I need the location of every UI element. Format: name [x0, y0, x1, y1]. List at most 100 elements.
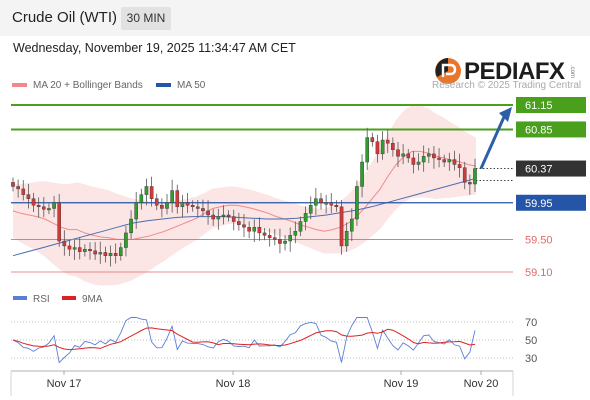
candle-body: [385, 139, 390, 144]
candle-body: [278, 239, 282, 244]
candle-body: [237, 221, 241, 225]
candle-body: [93, 250, 97, 255]
candle-body: [201, 208, 205, 212]
candle-body: [365, 137, 370, 163]
brand-name: PEDIAFX: [464, 58, 565, 85]
ma20-swatch: [12, 83, 27, 88]
candle-body: [411, 157, 416, 165]
candle-body: [468, 182, 472, 185]
candle-body: [72, 247, 77, 250]
candle-body: [31, 198, 36, 206]
candle-body: [344, 231, 349, 247]
candle-body: [462, 167, 467, 183]
candle-body: [21, 188, 26, 195]
candle-body: [308, 204, 313, 214]
candle-body: [160, 204, 164, 209]
legend-ma50-label: MA 50: [177, 80, 206, 91]
candle-body: [452, 159, 457, 165]
candle-body: [442, 159, 447, 163]
level-61-15-label: 61.15: [525, 100, 553, 112]
candle-body: [421, 156, 426, 163]
rsi-ma-line: [12, 327, 476, 351]
timeframe-badge[interactable]: 30 MIN: [121, 7, 171, 30]
candle-body: [26, 194, 31, 199]
ma50-swatch: [156, 83, 171, 88]
rsi-tick-70: 70: [525, 317, 537, 329]
candle-body: [437, 157, 441, 160]
candle-body: [165, 202, 169, 209]
candle-body: [139, 194, 144, 203]
candle-body: [329, 202, 334, 206]
level-60-85-tag: [516, 121, 586, 138]
candle-body: [262, 232, 267, 236]
projection-arrow: [479, 116, 506, 170]
candle-body: [375, 141, 380, 155]
rsi-tick-30: 30: [525, 353, 537, 365]
candle-body: [216, 216, 221, 220]
candle-body: [149, 186, 154, 199]
candle-body: [391, 143, 395, 151]
candle-body: [303, 213, 308, 222]
level-60-37-tag: [516, 160, 586, 177]
candle-body: [457, 164, 462, 168]
timestamp: Wednesday, November 19, 2025 11:34:47 AM…: [13, 41, 296, 55]
candle-body: [77, 247, 82, 252]
candle-body: [427, 153, 431, 157]
candle-body: [273, 237, 277, 240]
level-61-15-tag: [516, 97, 586, 113]
x-tick-label: Nov 18: [216, 378, 251, 390]
candle-body: [98, 252, 103, 255]
candle-body: [370, 137, 375, 142]
candle-body: [293, 231, 298, 236]
candle-body: [62, 240, 67, 247]
ma50-line: [12, 177, 477, 257]
candle-body: [432, 153, 436, 159]
legend-ma20-label: MA 20 + Bollinger Bands: [33, 80, 143, 91]
candle-body: [134, 202, 139, 220]
candle-body: [108, 253, 113, 256]
rsi-ma-swatch: [62, 296, 76, 300]
candle-body: [267, 235, 272, 238]
candle-body: [416, 161, 421, 165]
candle-body: [231, 216, 236, 222]
candle-body: [396, 149, 400, 157]
candle-body: [298, 221, 303, 232]
candle-body: [11, 182, 15, 187]
candle-body: [67, 245, 72, 250]
candle-body: [170, 190, 174, 203]
candle-body: [406, 153, 411, 159]
x-tick-label: Nov 20: [464, 378, 499, 390]
candle-body: [52, 202, 56, 209]
header-bar: Crude Oil (WTI) 30 MIN: [0, 0, 590, 36]
candle-body: [360, 161, 364, 187]
candle-body: [242, 224, 246, 228]
candle-body: [118, 247, 123, 256]
candle-body: [57, 202, 61, 242]
rsi-line: [12, 317, 476, 364]
level-59-95-tag: [516, 194, 586, 211]
candle-body: [355, 186, 359, 220]
candle-body: [339, 206, 344, 247]
rsi-swatch: [13, 296, 27, 300]
candle-body: [324, 202, 328, 205]
level-59-95-label: 59.95: [525, 198, 553, 210]
copyright: Research © 2025 Trading Central: [432, 80, 582, 91]
candle-body: [447, 159, 452, 163]
candle-body: [103, 252, 108, 256]
candle-body: [314, 198, 318, 206]
candle-body: [113, 253, 118, 256]
candle-body: [319, 198, 323, 203]
instrument-title: Crude Oil (WTI): [12, 9, 117, 26]
candle-body: [83, 248, 87, 252]
bollinger-band-fill: [13, 105, 476, 286]
rsi-ma-legend-label: 9MA: [82, 294, 103, 305]
candle-body: [42, 206, 46, 210]
candle-body: [195, 206, 200, 209]
candle-body: [221, 214, 226, 217]
candle-body: [129, 218, 133, 234]
candle-body: [180, 202, 185, 208]
candle-body: [211, 214, 216, 220]
candle-body: [124, 232, 128, 248]
